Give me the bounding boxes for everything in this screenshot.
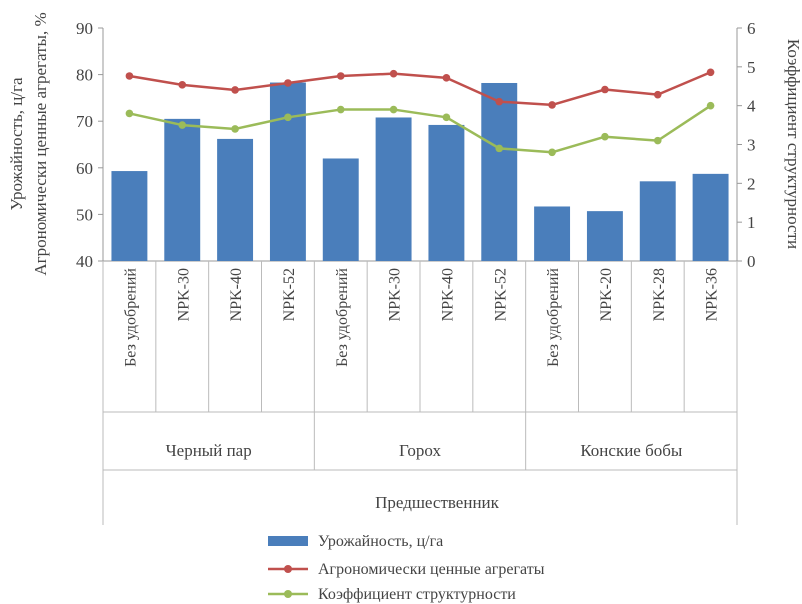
category-label: Без удобрений	[334, 268, 351, 367]
y-axis-title-left-line1: Урожайность, ц/га	[7, 77, 26, 211]
bar	[481, 82, 518, 261]
legend-label-red: Агрономически ценные агрегаты	[318, 561, 545, 578]
series-point	[653, 90, 662, 99]
right-tick-label: 5	[747, 58, 756, 77]
series-point	[231, 125, 239, 133]
line-series	[125, 68, 715, 157]
category-label: NPK-30	[387, 268, 404, 321]
series-point	[442, 113, 451, 122]
category-label: Без удобрений	[545, 268, 562, 367]
bar	[375, 117, 412, 261]
series-point	[336, 72, 345, 80]
group-label: Конские бобы	[580, 441, 683, 460]
right-tick-label: 2	[747, 174, 756, 193]
category-label: NPK-28	[651, 268, 668, 321]
category-label: NPK-20	[598, 268, 615, 321]
series-point	[336, 105, 345, 114]
legend: Урожайность, ц/га Агрономически ценные а…	[268, 533, 545, 603]
series-point	[389, 69, 398, 78]
series-point	[125, 72, 134, 80]
series-point	[548, 101, 556, 109]
legend-label-green: Коэффициент структурности	[318, 586, 516, 603]
series-point	[125, 109, 134, 118]
right-tick-label: 6	[747, 19, 756, 38]
series-point	[601, 132, 609, 141]
bar	[586, 211, 623, 261]
left-tick-label: 70	[76, 112, 93, 131]
category-label: NPK-36	[704, 268, 721, 321]
bar	[639, 181, 676, 261]
category-label: NPK-52	[281, 268, 298, 321]
bar	[164, 118, 201, 262]
left-tick-label: 90	[76, 19, 93, 38]
bar	[111, 171, 148, 261]
bar	[217, 138, 254, 261]
series-point	[706, 68, 715, 77]
right-tick-label: 3	[747, 136, 756, 155]
legend-swatch-red-marker	[284, 565, 292, 573]
left-axis-ticks: 40 50 60 70 80 90	[76, 19, 103, 271]
series-point	[231, 86, 239, 94]
series-point	[389, 105, 398, 114]
x-axis-title: Предшественник	[375, 493, 500, 512]
category-label: NPK-52	[492, 268, 509, 321]
bar	[269, 82, 306, 261]
bars-series	[111, 82, 729, 262]
category-label: NPK-40	[439, 268, 456, 321]
series-point	[653, 136, 662, 145]
series-point	[706, 101, 715, 110]
bar	[534, 206, 571, 261]
group-labels: Черный пар Горох Конские бобы	[103, 411, 737, 471]
series-point	[284, 113, 292, 122]
y-axis-title-right: Коэффициент структурности	[784, 39, 802, 249]
category-label: NPK-30	[175, 268, 192, 321]
category-labels: Без удобрений NPK-30 NPK-40 NPK-52 Без удобр…	[102, 261, 738, 525]
series-point	[495, 97, 504, 106]
legend-label-bar: Урожайность, ц/га	[318, 533, 443, 550]
series-point	[548, 148, 556, 157]
bar	[428, 124, 465, 261]
group-label: Черный пар	[166, 441, 252, 460]
series-point	[178, 81, 187, 89]
series-line	[129, 71, 712, 107]
left-tick-label: 40	[76, 252, 93, 271]
series-line	[129, 104, 712, 154]
left-tick-label: 60	[76, 159, 93, 178]
right-axis-ticks: 0 1 2 3 4 5 6	[737, 19, 756, 271]
left-tick-label: 80	[76, 66, 93, 85]
series-point	[601, 85, 609, 94]
right-tick-label: 0	[747, 252, 756, 271]
legend-swatch-bar	[268, 536, 308, 546]
group-label: Горох	[399, 441, 441, 460]
category-label: Без удобрений	[122, 268, 139, 367]
y-axis-title-left-line2: Агрономически ценные агрегаты, %	[31, 12, 50, 275]
bar	[322, 158, 359, 261]
series-point	[442, 74, 451, 82]
series-point	[284, 79, 292, 87]
right-tick-label: 4	[747, 97, 756, 116]
bar	[692, 173, 729, 261]
category-label: NPK-40	[228, 268, 245, 321]
right-tick-label: 1	[747, 213, 756, 232]
legend-swatch-green-marker	[284, 590, 292, 598]
left-tick-label: 50	[76, 205, 93, 224]
series-point	[495, 144, 504, 153]
series-point	[178, 121, 187, 129]
